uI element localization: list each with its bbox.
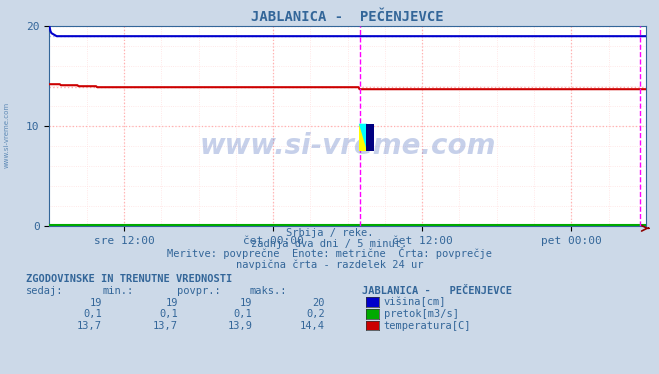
Text: 19: 19: [165, 298, 178, 307]
Text: Meritve: povprečne  Enote: metrične  Črta: povprečje: Meritve: povprečne Enote: metrične Črta:…: [167, 247, 492, 259]
Text: navpična črta - razdelek 24 ur: navpična črta - razdelek 24 ur: [236, 259, 423, 270]
Text: 0,1: 0,1: [234, 309, 252, 319]
Text: temperatura[C]: temperatura[C]: [384, 321, 471, 331]
Text: 19: 19: [90, 298, 102, 307]
Text: www.si-vreme.com: www.si-vreme.com: [3, 102, 10, 168]
Text: ZGODOVINSKE IN TRENUTNE VREDNOSTI: ZGODOVINSKE IN TRENUTNE VREDNOSTI: [26, 275, 233, 284]
Text: maks.:: maks.:: [249, 286, 287, 295]
Title: JABLANICA -  PEČENJEVCE: JABLANICA - PEČENJEVCE: [251, 10, 444, 24]
Text: 13,9: 13,9: [227, 321, 252, 331]
Text: 0,1: 0,1: [159, 309, 178, 319]
Text: 0,1: 0,1: [84, 309, 102, 319]
Text: www.si-vreme.com: www.si-vreme.com: [200, 132, 496, 160]
Text: višina[cm]: višina[cm]: [384, 297, 446, 307]
Text: 13,7: 13,7: [153, 321, 178, 331]
Text: min.:: min.:: [102, 286, 133, 295]
Polygon shape: [359, 124, 367, 151]
Text: 20: 20: [312, 298, 325, 307]
Bar: [366, 124, 374, 151]
Text: Srbija / reke.: Srbija / reke.: [286, 229, 373, 238]
Text: pretok[m3/s]: pretok[m3/s]: [384, 309, 459, 319]
Text: 0,2: 0,2: [306, 309, 325, 319]
Text: 19: 19: [240, 298, 252, 307]
Text: zadnja dva dni / 5 minut.: zadnja dva dni / 5 minut.: [251, 239, 408, 249]
Text: povpr.:: povpr.:: [177, 286, 220, 295]
Text: sedaj:: sedaj:: [26, 286, 64, 295]
Text: 13,7: 13,7: [77, 321, 102, 331]
Bar: [359, 124, 367, 151]
Text: 14,4: 14,4: [300, 321, 325, 331]
Text: JABLANICA -   PEČENJEVCE: JABLANICA - PEČENJEVCE: [362, 286, 513, 295]
